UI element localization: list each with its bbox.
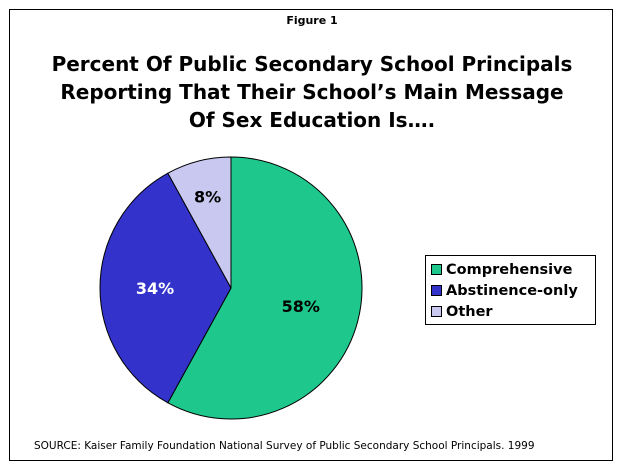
figure-label: Figure 1 (286, 14, 338, 27)
pie-slice-other (167, 156, 232, 289)
pie-slice-comprehensive (167, 156, 363, 420)
pie-label-comprehensive: 58% (282, 297, 320, 316)
legend: Comprehensive Abstinence-only Other (425, 255, 596, 325)
legend-swatch-comprehensive (431, 264, 442, 275)
pie-label-abstinence-only: 34% (136, 279, 174, 298)
legend-label-other: Other (446, 303, 493, 320)
legend-item-abstinence-only: Abstinence-only (431, 280, 595, 301)
chart-title: Percent Of Public Secondary School Princ… (0, 50, 624, 134)
pie-label-other: 8% (194, 188, 221, 207)
title-line-2: Reporting That Their School’s Main Messa… (60, 80, 564, 104)
pie-slice-abstinence-only (99, 172, 232, 404)
legend-label-comprehensive: Comprehensive (446, 261, 573, 278)
legend-swatch-other (431, 306, 442, 317)
legend-swatch-abstinence-only (431, 285, 442, 296)
legend-item-other: Other (431, 301, 595, 322)
legend-item-comprehensive: Comprehensive (431, 259, 595, 280)
title-line-1: Percent Of Public Secondary School Princ… (51, 52, 573, 76)
legend-label-abstinence-only: Abstinence-only (446, 282, 578, 299)
source-note: SOURCE: Kaiser Family Foundation Nationa… (34, 440, 535, 452)
title-line-3: Of Sex Education Is…. (188, 108, 436, 132)
